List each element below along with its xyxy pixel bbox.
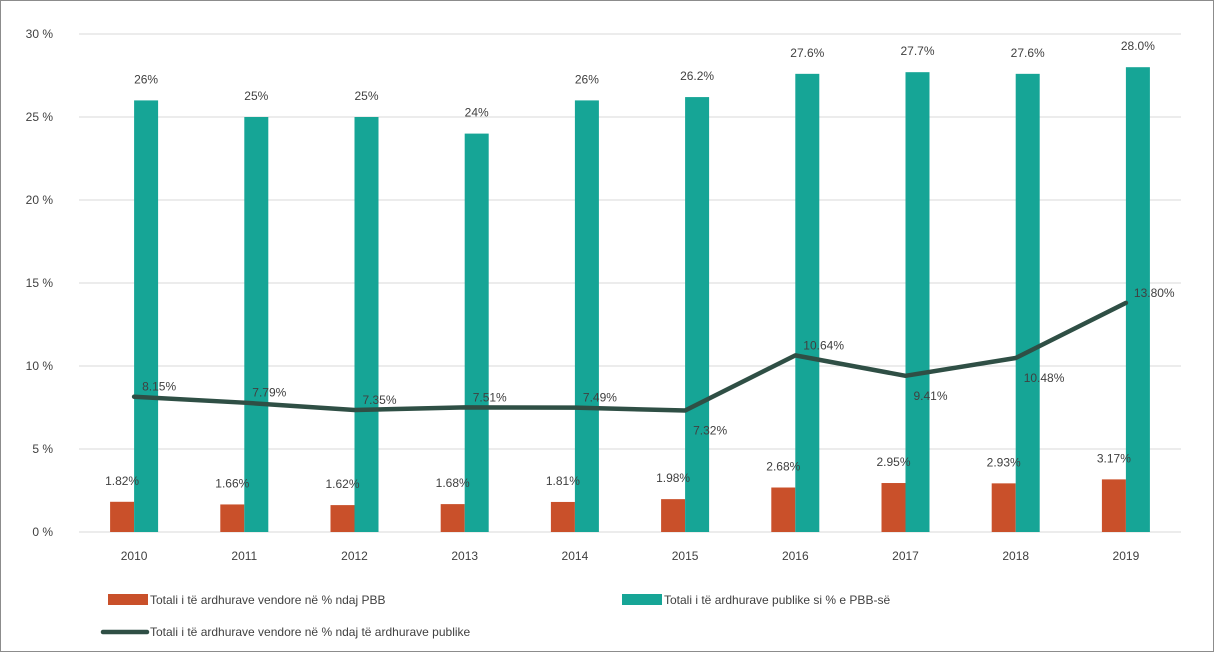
bar-local-revenue bbox=[440, 504, 465, 532]
x-tick-label: 2018 bbox=[1002, 549, 1029, 563]
bar-local-revenue bbox=[550, 501, 575, 532]
data-label: 2.95% bbox=[876, 455, 910, 469]
data-label: 8.15% bbox=[142, 380, 176, 394]
x-tick-label: 2014 bbox=[562, 549, 589, 563]
legend-label: Totali i të ardhurave vendore në % ndaj … bbox=[150, 593, 385, 607]
data-label: 26% bbox=[134, 72, 158, 86]
data-label: 24% bbox=[465, 106, 489, 120]
y-tick-label: 0 % bbox=[32, 525, 53, 539]
y-tick-label: 30 % bbox=[26, 27, 54, 41]
data-label: 28.0% bbox=[1121, 39, 1155, 53]
x-tick-label: 2011 bbox=[231, 549, 257, 563]
bar-local-revenue bbox=[881, 483, 906, 532]
bar-local-revenue bbox=[661, 499, 686, 532]
data-label: 10.64% bbox=[803, 338, 844, 352]
bar-local-revenue bbox=[1101, 479, 1126, 532]
data-label: 7.79% bbox=[252, 386, 286, 400]
data-label: 1.62% bbox=[325, 477, 359, 491]
x-tick-label: 2012 bbox=[341, 549, 368, 563]
x-tick-label: 2013 bbox=[451, 549, 478, 563]
legend: Totali i të ardhurave vendore në % ndaj … bbox=[100, 593, 890, 639]
x-tick-label: 2019 bbox=[1113, 549, 1140, 563]
data-label: 26.2% bbox=[680, 69, 714, 83]
data-label: 27.7% bbox=[900, 44, 934, 58]
data-label: 3.17% bbox=[1097, 451, 1131, 465]
bar-public-revenue bbox=[574, 100, 599, 533]
data-label: 7.51% bbox=[473, 390, 507, 404]
data-label: 2.68% bbox=[766, 460, 800, 474]
data-label: 27.6% bbox=[1011, 46, 1045, 60]
data-label: 27.6% bbox=[790, 46, 824, 60]
line-series bbox=[131, 300, 1129, 413]
y-tick-label: 20 % bbox=[26, 193, 54, 207]
bar-local-revenue bbox=[330, 505, 355, 532]
x-tick-label: 2010 bbox=[121, 549, 148, 563]
y-axis: 0 % 5 % 10 % 15 % 20 % 25 % 30 % bbox=[26, 27, 54, 539]
y-tick-label: 5 % bbox=[32, 442, 53, 456]
line-local-share-of-public bbox=[131, 300, 1129, 413]
data-label: 2.93% bbox=[987, 455, 1021, 469]
data-label: 13.80% bbox=[1134, 286, 1175, 300]
data-label: 1.66% bbox=[215, 476, 249, 490]
bar-public-revenue bbox=[134, 100, 159, 533]
legend-label: Totali i të ardhurave vendore në % ndaj … bbox=[150, 625, 471, 639]
data-label: 26% bbox=[575, 72, 599, 86]
bar-local-revenue bbox=[110, 501, 135, 532]
y-tick-label: 25 % bbox=[26, 110, 54, 124]
bar-public-revenue bbox=[1015, 73, 1040, 532]
y-tick-label: 10 % bbox=[26, 359, 54, 373]
legend-label: Totali i të ardhurave publike si % e PBB… bbox=[664, 593, 890, 607]
bar-public-revenue bbox=[795, 73, 820, 532]
data-label: 10.48% bbox=[1024, 371, 1065, 385]
data-label: 25% bbox=[354, 89, 378, 103]
bar-public-revenue bbox=[1125, 67, 1150, 532]
data-label: 25% bbox=[244, 89, 268, 103]
data-label: 7.32% bbox=[693, 423, 727, 437]
data-label: 1.81% bbox=[546, 474, 580, 488]
legend-swatch-local-revenue bbox=[108, 594, 148, 605]
data-label: 7.35% bbox=[363, 393, 397, 407]
x-tick-label: 2016 bbox=[782, 549, 809, 563]
data-label: 1.68% bbox=[436, 476, 470, 490]
x-tick-label: 2015 bbox=[672, 549, 699, 563]
bar-public-revenue bbox=[905, 72, 930, 533]
bar-public-revenue bbox=[354, 117, 379, 532]
y-tick-label: 15 % bbox=[26, 276, 54, 290]
x-axis: 2010 2011 2012 2013 2014 2015 2016 2017 2018 2019 bbox=[121, 549, 1140, 563]
legend-swatch-public-revenue bbox=[622, 594, 662, 605]
data-label: 1.98% bbox=[656, 471, 690, 485]
data-labels: 1.82% 1.66% 1.62% 1.68% 1.81% 1.98% 2.68% 2.95%… bbox=[105, 39, 1175, 491]
x-tick-label: 2017 bbox=[892, 549, 919, 563]
data-label: 1.82% bbox=[105, 474, 139, 488]
data-label: 9.41% bbox=[914, 389, 948, 403]
bar-local-revenue bbox=[991, 483, 1016, 532]
bar-local-revenue bbox=[771, 487, 796, 532]
bar-public-revenue bbox=[244, 117, 269, 532]
bar-public-revenue bbox=[685, 97, 710, 532]
bar-public-revenue bbox=[464, 133, 489, 532]
data-label: 7.49% bbox=[583, 391, 617, 405]
bars bbox=[110, 67, 1150, 533]
bar-local-revenue bbox=[220, 504, 245, 532]
